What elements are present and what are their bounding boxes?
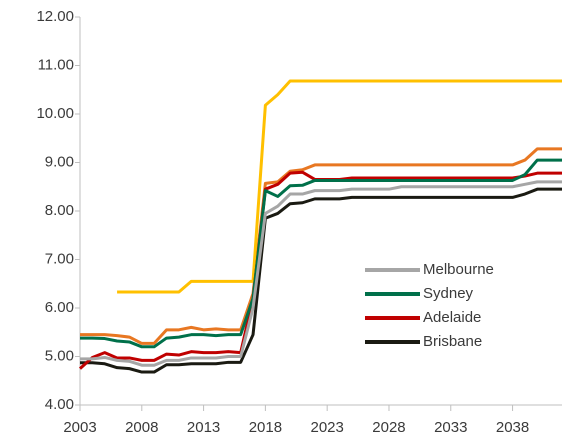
line-series (80, 147, 562, 345)
y-tick-label: 9.00 (45, 153, 74, 170)
y-tick-label: 11.00 (38, 56, 74, 73)
legend-label: Melbourne (423, 261, 494, 278)
legend-label: Brisbane (423, 333, 482, 350)
x-tick-label: 2018 (249, 419, 282, 436)
line-series (80, 187, 562, 374)
y-tick-label: 8.00 (45, 202, 74, 219)
legend-label: Adelaide (423, 309, 481, 326)
x-tick-label: 2013 (187, 419, 220, 436)
y-tick-label: 6.00 (45, 299, 74, 316)
x-tick-label: 2003 (63, 419, 96, 436)
x-tick-label: 2023 (310, 419, 343, 436)
y-tick-label: 10.00 (36, 105, 74, 122)
line-series (117, 79, 562, 294)
x-tick-label: 2038 (496, 419, 529, 436)
x-tick-label: 2028 (372, 419, 405, 436)
line-series (80, 158, 562, 349)
x-tick-label: 2008 (125, 419, 158, 436)
legend-label: Sydney (423, 285, 474, 302)
y-tick-label: 7.00 (45, 250, 74, 267)
y-tick-label: 12.00 (36, 8, 74, 25)
y-tick-label: 4.00 (45, 396, 74, 413)
y-tick-label: 5.00 (45, 347, 74, 364)
line-series (80, 180, 562, 367)
x-tick-label: 2033 (434, 419, 467, 436)
